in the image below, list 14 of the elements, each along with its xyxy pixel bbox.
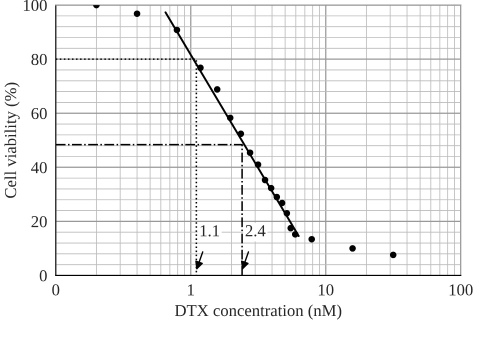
x-tick-label: 1: [188, 284, 194, 296]
x-axis-title: DTX concentration (nM): [174, 304, 342, 320]
x-tick-label: 10: [318, 284, 334, 296]
annotation: 2.4: [246, 225, 266, 236]
y-tick-label: 100: [24, 0, 47, 12]
y-tick-label: 80: [31, 54, 47, 66]
y-axis-title: Cell viability (%): [4, 82, 20, 198]
x-tick-label: 0: [52, 284, 60, 296]
annotation: 1.1: [200, 225, 220, 236]
y-tick-label: 40: [31, 162, 47, 174]
x-tick-label: 100: [450, 284, 473, 296]
y-tick-label: 60: [31, 108, 47, 120]
y-tick-label: 0: [40, 270, 47, 282]
y-tick-label: 20: [32, 216, 47, 228]
